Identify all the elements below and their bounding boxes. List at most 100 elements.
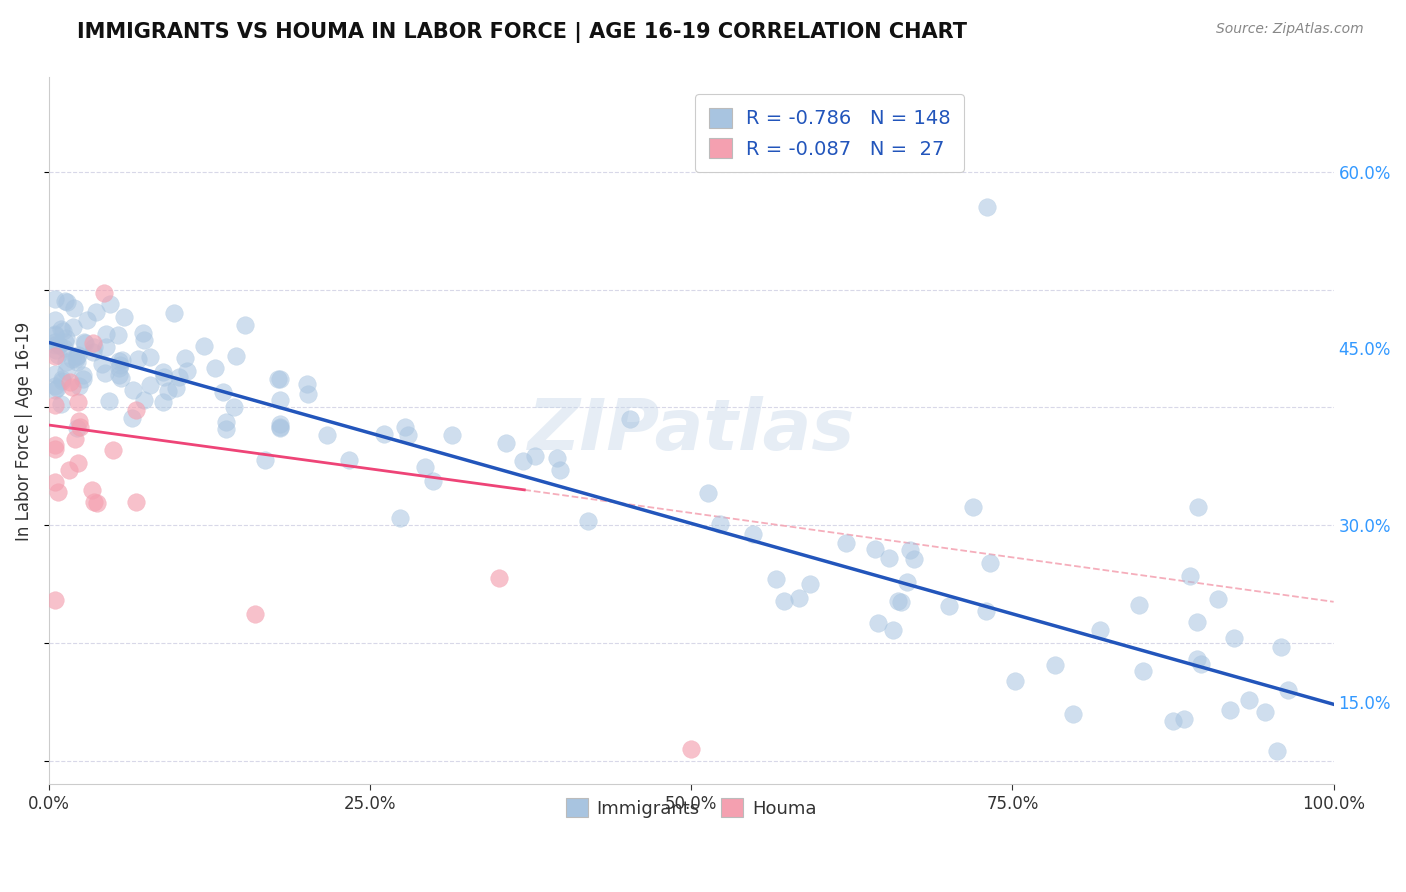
Point bbox=[67, 414, 90, 428]
Point bbox=[174, 351, 197, 365]
Point bbox=[1219, 703, 1241, 717]
Point bbox=[66, 395, 89, 409]
Point bbox=[65, 351, 87, 366]
Point bbox=[44, 292, 66, 306]
Point bbox=[46, 484, 69, 499]
Y-axis label: In Labor Force | Age 16-19: In Labor Force | Age 16-19 bbox=[15, 321, 32, 541]
Point bbox=[55, 364, 77, 378]
Point bbox=[125, 494, 148, 508]
Point bbox=[976, 200, 998, 214]
Point bbox=[83, 495, 105, 509]
Point bbox=[267, 371, 290, 385]
Point bbox=[65, 350, 87, 364]
Point bbox=[121, 411, 143, 425]
Point bbox=[86, 496, 108, 510]
Point bbox=[44, 327, 66, 342]
Point bbox=[865, 542, 887, 557]
Point bbox=[44, 367, 66, 381]
Point bbox=[889, 595, 911, 609]
Point bbox=[44, 383, 66, 397]
Legend: Immigrants, Houma: Immigrants, Houma bbox=[558, 791, 824, 825]
Point bbox=[53, 341, 76, 355]
Point bbox=[56, 295, 79, 310]
Point bbox=[125, 403, 148, 417]
Point bbox=[111, 353, 134, 368]
Point bbox=[1270, 640, 1292, 654]
Text: Source: ZipAtlas.com: Source: ZipAtlas.com bbox=[1216, 22, 1364, 37]
Point bbox=[576, 514, 599, 528]
Point bbox=[388, 511, 411, 525]
Point bbox=[60, 380, 83, 394]
Point bbox=[1265, 744, 1288, 758]
Point bbox=[1062, 707, 1084, 722]
Point bbox=[48, 348, 70, 362]
Point bbox=[156, 384, 179, 399]
Point bbox=[108, 360, 131, 375]
Point bbox=[66, 348, 89, 362]
Point bbox=[132, 333, 155, 347]
Point bbox=[789, 591, 811, 606]
Point bbox=[84, 305, 107, 319]
Point bbox=[52, 325, 75, 339]
Point bbox=[44, 592, 66, 607]
Point bbox=[121, 383, 143, 397]
Point bbox=[297, 387, 319, 401]
Point bbox=[1223, 632, 1246, 646]
Point bbox=[163, 306, 186, 320]
Point bbox=[44, 334, 66, 349]
Point bbox=[108, 368, 131, 383]
Point bbox=[193, 339, 215, 353]
Point bbox=[962, 500, 984, 515]
Point bbox=[495, 436, 517, 450]
Point bbox=[681, 742, 703, 756]
Point bbox=[1277, 682, 1299, 697]
Point bbox=[110, 371, 132, 385]
Point bbox=[108, 358, 131, 372]
Point bbox=[896, 574, 918, 589]
Point bbox=[413, 459, 436, 474]
Point bbox=[45, 381, 67, 395]
Point bbox=[396, 427, 419, 442]
Point bbox=[866, 616, 889, 631]
Point bbox=[107, 328, 129, 343]
Point bbox=[55, 355, 77, 369]
Point bbox=[1254, 705, 1277, 719]
Point bbox=[49, 321, 72, 335]
Point bbox=[1189, 657, 1212, 672]
Point bbox=[62, 320, 84, 334]
Point bbox=[44, 350, 66, 364]
Point bbox=[877, 550, 900, 565]
Point bbox=[1187, 500, 1209, 515]
Point bbox=[546, 450, 568, 465]
Point bbox=[1206, 591, 1229, 606]
Point bbox=[98, 393, 121, 408]
Point bbox=[83, 341, 105, 355]
Point bbox=[269, 372, 291, 386]
Point bbox=[44, 326, 66, 341]
Point bbox=[44, 313, 66, 327]
Point bbox=[44, 398, 66, 412]
Point bbox=[1237, 693, 1260, 707]
Point bbox=[1088, 623, 1111, 637]
Point bbox=[63, 301, 86, 316]
Point bbox=[211, 385, 233, 400]
Point bbox=[697, 486, 720, 500]
Point bbox=[58, 463, 80, 477]
Text: IMMIGRANTS VS HOUMA IN LABOR FORCE | AGE 16-19 CORRELATION CHART: IMMIGRANTS VS HOUMA IN LABOR FORCE | AGE… bbox=[77, 22, 967, 44]
Point bbox=[72, 368, 94, 383]
Point bbox=[337, 452, 360, 467]
Point bbox=[523, 450, 546, 464]
Point bbox=[938, 599, 960, 613]
Point bbox=[167, 370, 190, 384]
Point bbox=[45, 343, 67, 358]
Point bbox=[93, 285, 115, 300]
Point bbox=[882, 623, 904, 637]
Point bbox=[254, 453, 277, 467]
Point bbox=[131, 326, 153, 341]
Point bbox=[63, 432, 86, 446]
Point bbox=[1128, 598, 1150, 612]
Point bbox=[222, 400, 245, 414]
Point bbox=[153, 370, 176, 384]
Point bbox=[709, 516, 731, 531]
Point bbox=[76, 312, 98, 326]
